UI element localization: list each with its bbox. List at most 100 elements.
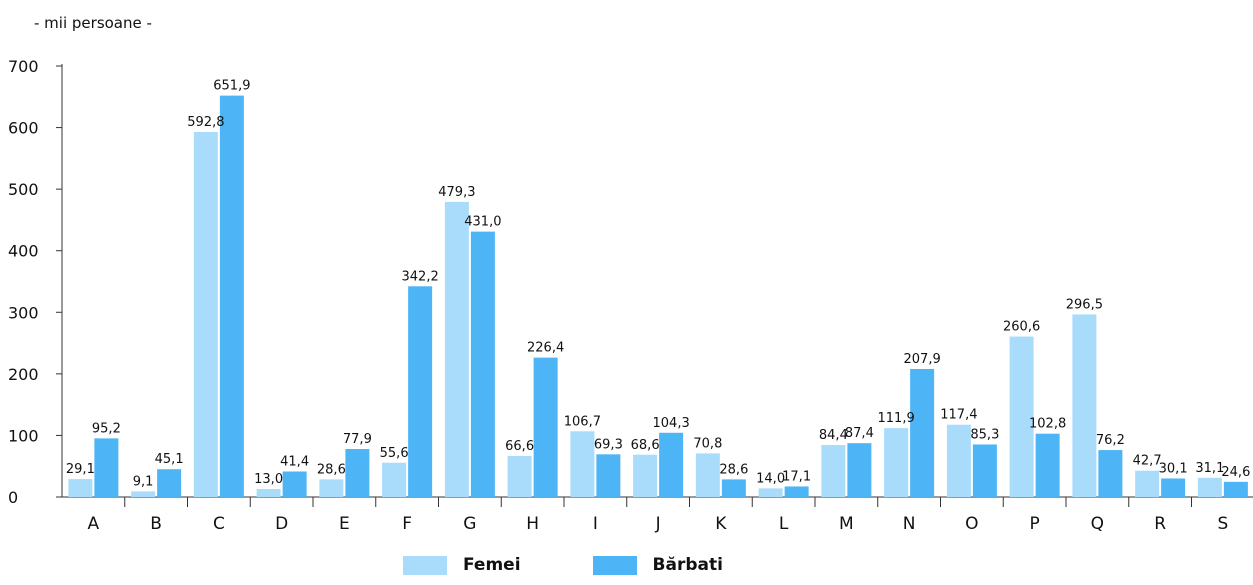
y-tick-label: 600 xyxy=(8,119,39,138)
data-label-barbati-I: 69,3 xyxy=(594,437,623,452)
data-label-femei-I: 106,7 xyxy=(564,414,601,429)
data-label-barbati-N: 207,9 xyxy=(904,352,941,367)
x-tick-label: L xyxy=(779,514,789,534)
bar-femei-P xyxy=(1009,336,1034,497)
x-tick-label: E xyxy=(339,514,350,534)
x-tick-label: J xyxy=(655,514,661,534)
data-label-barbati-F: 342,2 xyxy=(402,269,439,284)
data-label-femei-M: 84,4 xyxy=(819,428,848,443)
bar-femei-O xyxy=(946,424,971,497)
data-label-femei-F: 55,6 xyxy=(380,446,409,461)
y-tick-label: 300 xyxy=(8,303,39,322)
x-tick-label: P xyxy=(1029,514,1039,534)
data-label-barbati-M: 87,4 xyxy=(845,426,874,441)
data-label-barbati-C: 651,9 xyxy=(213,79,250,94)
x-tick-label: R xyxy=(1154,514,1166,534)
bar-barbati-J xyxy=(659,432,684,497)
data-label-femei-P: 260,6 xyxy=(1003,320,1040,335)
y-tick-label: 400 xyxy=(8,242,39,261)
data-label-barbati-K: 28,6 xyxy=(719,462,748,477)
data-label-barbati-H: 226,4 xyxy=(527,341,564,356)
bar-barbati-B xyxy=(157,469,182,497)
bar-barbati-C xyxy=(219,95,244,498)
bar-barbati-D xyxy=(282,471,307,497)
data-label-femei-G: 479,3 xyxy=(438,185,475,200)
data-label-femei-H: 66,6 xyxy=(505,439,534,454)
data-label-barbati-G: 431,0 xyxy=(464,215,501,230)
data-label-femei-J: 68,6 xyxy=(631,438,660,453)
x-tick-label: C xyxy=(213,514,225,534)
x-axis: A B C D E F G H I J K L M N O P Q R S xyxy=(62,496,1253,534)
data-label-femei-N: 111,9 xyxy=(878,411,915,426)
y-tick-label: 500 xyxy=(8,180,39,199)
legend-swatch-barbati xyxy=(592,555,637,575)
data-label-barbati-L: 17,1 xyxy=(782,469,811,484)
bar-barbati-R xyxy=(1161,478,1186,497)
bar-barbati-I xyxy=(596,454,621,497)
bar-femei-Q xyxy=(1072,314,1097,497)
data-label-barbati-A: 95,2 xyxy=(92,421,121,436)
bar-femei-H xyxy=(507,455,532,497)
bar-barbati-A xyxy=(94,438,119,497)
y-tick-label: 100 xyxy=(8,426,39,445)
bar-femei-R xyxy=(1135,470,1160,497)
bar-barbati-S xyxy=(1223,481,1248,497)
legend-item-femei: Femei xyxy=(403,555,521,575)
data-label-barbati-D: 41,4 xyxy=(280,455,309,470)
x-tick-label: I xyxy=(593,514,598,534)
y-tick-label: 700 xyxy=(8,57,39,76)
x-tick-label: Q xyxy=(1091,514,1104,534)
data-label-barbati-O: 85,3 xyxy=(970,427,999,442)
bar-barbati-K xyxy=(721,479,746,497)
unit-label: - mii persoane - xyxy=(34,14,152,32)
data-label-barbati-E: 77,9 xyxy=(343,432,372,447)
bar-chart: 0 100 200 300 400 500 600 700 A B C D E F G H I J K L M N O P Q… xyxy=(8,57,1253,534)
bar-femei-D xyxy=(256,488,281,497)
bar-femei-J xyxy=(633,454,658,497)
bar-barbati-M xyxy=(847,443,872,497)
bar-labels: 29,1 95,2 9,145,1 592,8 651,9 13,0 41,4 28,6 77,… xyxy=(66,79,1250,490)
legend-label-femei: Femei xyxy=(463,555,521,575)
x-tick-label: B xyxy=(150,514,162,534)
legend-item-barbati: Bărbati xyxy=(592,555,723,575)
x-tick-label: D xyxy=(275,514,288,534)
x-tick-label: M xyxy=(839,514,854,534)
bar-femei-F xyxy=(382,462,407,497)
bar-femei-S xyxy=(1197,477,1222,497)
legend: Femei Bărbati xyxy=(403,552,795,578)
bar-barbati-F xyxy=(408,286,433,497)
y-axis: 0 100 200 300 400 500 600 700 xyxy=(8,57,63,507)
data-label-femei-E: 28,6 xyxy=(317,462,346,477)
data-label-femei-B: 9,1 xyxy=(133,474,154,489)
bar-femei-G xyxy=(444,201,469,498)
bar-femei-M xyxy=(821,445,846,497)
x-tick-label: K xyxy=(715,514,727,534)
x-tick-label: F xyxy=(402,514,412,534)
data-label-femei-K: 70,8 xyxy=(693,436,722,451)
data-label-barbati-S: 24,6 xyxy=(1221,465,1250,480)
data-label-femei-C: 592,8 xyxy=(187,115,224,130)
data-label-barbati-J: 104,3 xyxy=(653,416,690,431)
data-label-femei-O: 117,4 xyxy=(940,408,977,423)
data-label-femei-A: 29,1 xyxy=(66,462,95,477)
bar-barbati-P xyxy=(1035,433,1060,497)
x-tick-label: O xyxy=(965,514,978,534)
data-label-femei-L: 14,0 xyxy=(756,471,785,486)
data-label-barbati-P: 102,8 xyxy=(1029,417,1066,432)
y-tick-label: 200 xyxy=(8,365,39,384)
x-tick-label: A xyxy=(88,514,100,534)
bar-femei-B xyxy=(131,491,156,497)
data-label-barbati-B: 45,1 xyxy=(155,452,184,467)
bar-femei-K xyxy=(695,453,720,497)
bar-barbati-Q xyxy=(1098,450,1123,497)
data-label-femei-D: 13,0 xyxy=(254,472,283,487)
bar-femei-I xyxy=(570,431,595,497)
bar-barbati-G xyxy=(470,231,495,497)
data-label-barbati-Q: 76,2 xyxy=(1096,433,1125,448)
x-tick-label: N xyxy=(903,514,916,534)
legend-swatch-femei xyxy=(403,555,447,575)
bar-barbati-O xyxy=(972,444,997,497)
data-label-femei-R: 42,7 xyxy=(1133,454,1162,469)
x-tick-label: H xyxy=(526,514,539,534)
bar-femei-L xyxy=(758,488,783,497)
